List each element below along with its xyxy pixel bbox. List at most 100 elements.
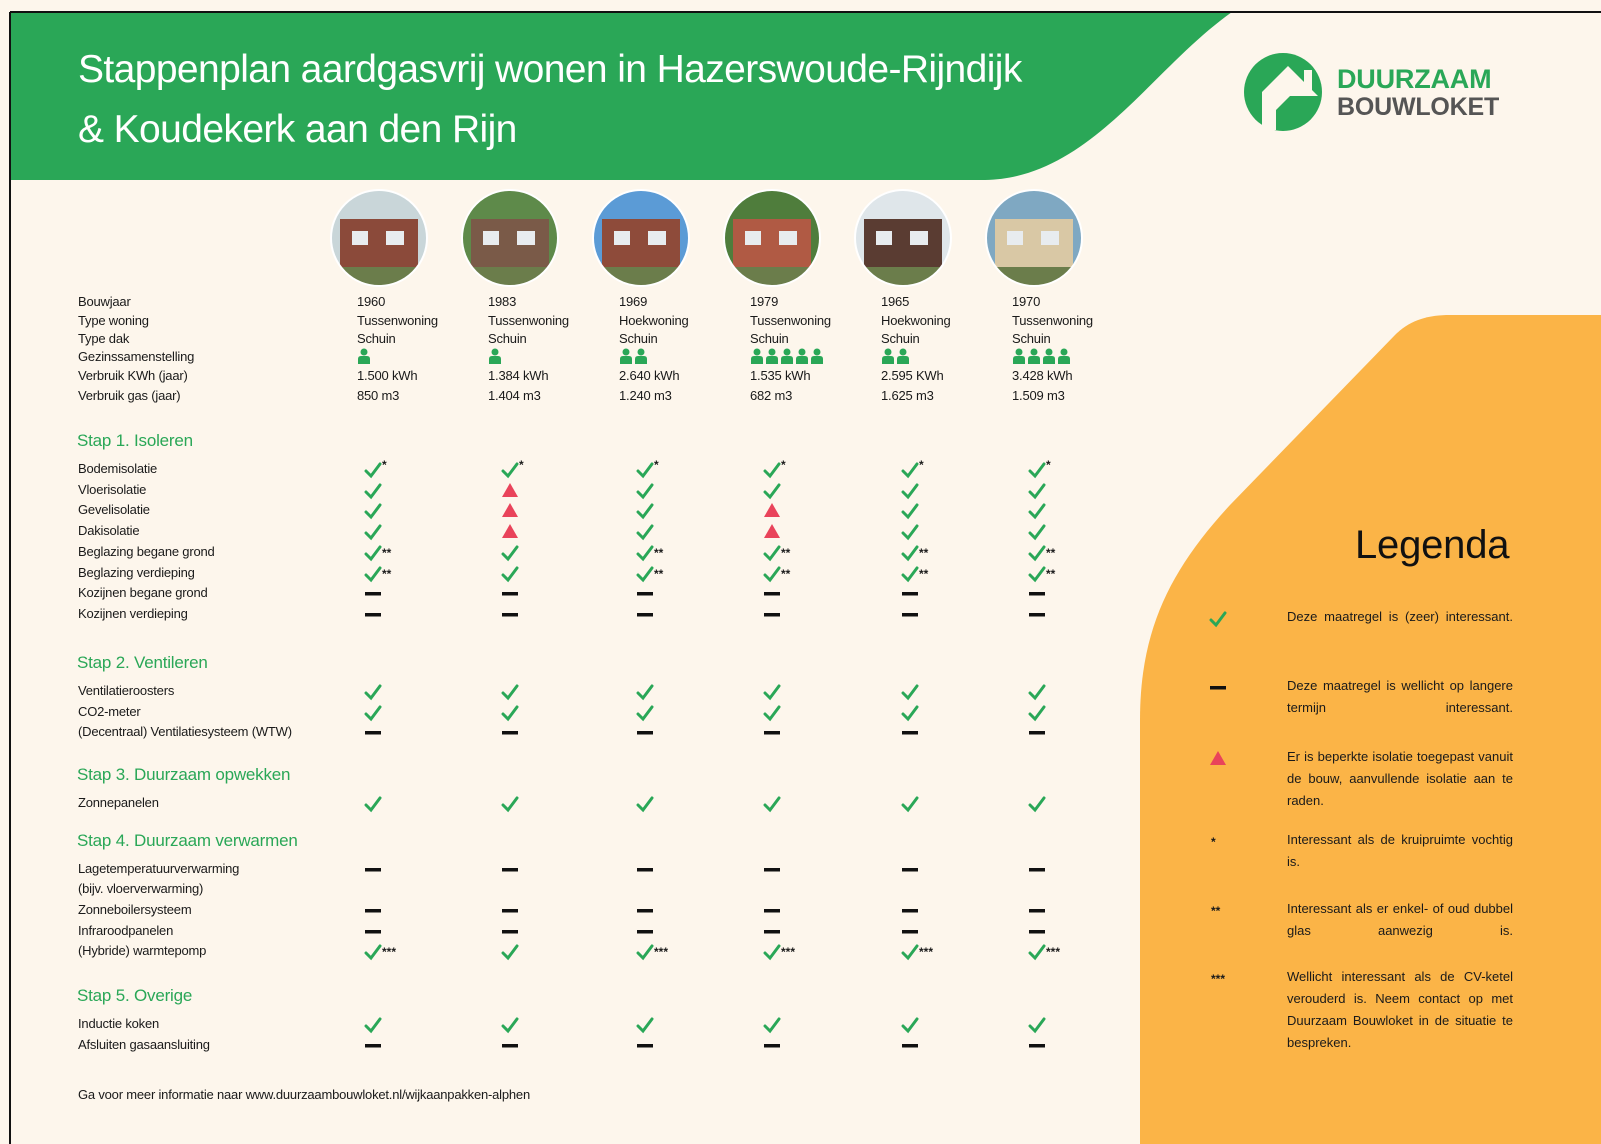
note-mark: * [919,458,924,472]
check-icon [763,705,781,721]
title-line: Stappenplan aardgasvrij wonen in Hazersw… [78,48,1022,91]
dash-icon [365,1043,381,1048]
house-photo [330,189,428,287]
check-icon [901,944,919,961]
kwh-usage: 1.500 kWh [357,368,418,383]
legend-note: *** [1211,972,1226,986]
row-label: Inductie koken [78,1016,160,1031]
check-icon [501,462,519,479]
check-icon [364,503,382,520]
check-icon [1028,796,1046,813]
person-icon [781,348,793,364]
note-mark: *** [919,945,934,960]
row-label: Beglazing verdieping [78,564,195,580]
dash-icon [365,929,381,934]
person-icon [751,348,763,364]
dash-icon [1210,686,1226,690]
dash-icon [637,868,653,872]
check-icon [1028,566,1046,582]
note-mark: ** [1046,566,1056,581]
person-icon [796,348,808,364]
dash-icon [764,868,780,872]
dash-icon [365,592,381,596]
roof-type: Schuin [488,331,527,346]
legend-text: Deze maatregel is wellicht op langere te… [1287,678,1513,715]
row-label: Vloerisolatie [78,481,147,497]
check-icon [364,796,382,813]
check-icon [1028,524,1046,541]
check-icon [364,684,382,701]
step-title: Stap 3. Duurzaam opwekken [77,765,291,784]
roof-type: Schuin [357,331,396,346]
house-type: Tussenwoning [750,313,831,328]
dash-icon [764,731,780,735]
legend-note: * [1211,835,1216,849]
check-icon [1028,944,1046,961]
row-label: Infraroodpanelen [78,922,174,938]
person-icon [897,348,909,364]
check-icon [901,503,919,520]
logo-mark [1244,53,1322,131]
dash-icon [1029,929,1045,934]
dash-icon [502,612,518,617]
kwh-usage: 2.640 kWh [619,368,680,383]
check-icon [1028,545,1046,562]
row-label: (Decentraal) Ventilatiesysteem (WTW) [78,724,292,740]
person-icon [358,348,370,364]
person-icon [882,348,894,364]
person-icon [620,348,632,364]
row-label: Bodemisolatie [78,461,158,476]
dash-icon [637,909,653,913]
dash-icon [502,1043,518,1048]
dash-icon [502,731,518,735]
note-mark: ** [781,545,791,560]
legend-text: Interessant als de kruipruimte vochtig i… [1287,832,1513,869]
house-photo [592,189,690,287]
dash-icon [502,909,518,913]
dash-icon [637,1043,653,1048]
row-label: Ventilatieroosters [78,683,175,698]
check-icon [763,462,781,479]
person-icon [1028,348,1040,364]
note-mark: ** [919,545,929,560]
check-icon [636,524,654,541]
note-mark: *** [382,945,397,960]
house-type: Tussenwoning [1012,313,1093,328]
check-icon [901,705,919,721]
info-label: Verbruik KWh (jaar) [78,368,188,383]
dash-icon [764,592,780,596]
check-icon [901,483,919,499]
check-icon [364,1017,382,1034]
dash-icon [637,929,653,934]
check-icon [763,545,781,562]
kwh-usage: 3.428 kWh [1012,368,1073,383]
dash-icon [764,909,780,913]
step-title: Stap 1. Isoleren [77,431,193,450]
dash-icon [1029,909,1045,913]
gas-usage: 1.509 m3 [1012,388,1065,403]
check-icon [636,1017,654,1034]
check-icon [636,944,654,961]
roof-type: Schuin [619,331,658,346]
dash-icon [764,929,780,934]
note-mark: ** [382,566,392,581]
dash-icon [365,731,381,735]
check-icon [364,566,382,582]
note-mark: * [654,458,659,472]
house-photo [985,189,1083,287]
dash-icon [902,731,918,735]
check-icon [501,545,519,562]
dash-icon [902,1043,918,1048]
triangle-icon [1210,751,1226,765]
dash-icon [902,592,918,596]
house-type: Tussenwoning [357,313,438,328]
row-label: Zonneboilersysteem [78,902,192,917]
row-label: Zonnepanelen [78,795,159,810]
check-icon [364,545,382,562]
logo-line-2: BOUWLOKET [1337,93,1500,121]
check-icon [763,796,781,813]
legend-text: Er is beperkte isolatie toegepast vanuit… [1287,749,1513,808]
legend-text: Deze maatregel is (zeer) interessant. [1287,609,1513,624]
check-icon [763,566,781,582]
